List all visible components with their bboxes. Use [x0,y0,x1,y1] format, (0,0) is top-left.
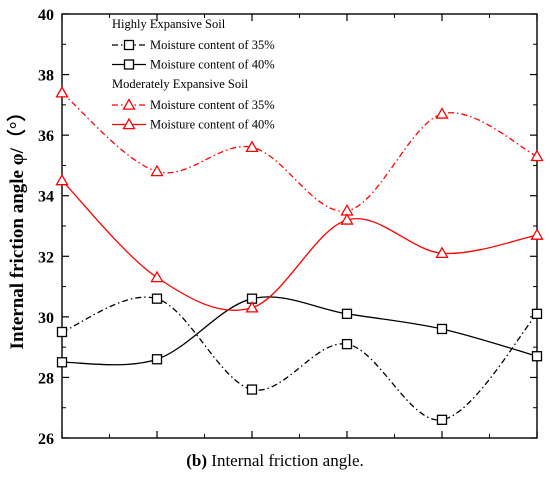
series-highly-35 [56,293,543,425]
series-moderately-35 [55,85,544,216]
legend-label: Moisture content of 40% [150,118,275,132]
y-tick-label: 40 [38,7,54,24]
legend-group-title: Moderately Expansive Soil [112,77,249,91]
legend-marker [122,98,136,110]
caption-label: (b) [186,451,208,470]
data-point [341,308,353,319]
y-tick-label: 38 [38,68,54,85]
x-tick-label: 5 [533,448,541,450]
data-point [436,323,448,335]
series-line [61,296,538,366]
legend-label: Moisture content of 40% [150,58,275,72]
legend-label: Moisture content of 35% [150,98,275,112]
data-point [435,107,449,119]
data-point [245,300,259,313]
series-line [61,180,538,312]
series-highly-40 [56,293,543,368]
y-tick-label: 26 [38,431,54,448]
x-tick-label: 4 [438,448,446,450]
series-line [61,296,538,421]
data-point [531,351,543,362]
data-point [436,414,448,425]
y-tick-label: 36 [38,128,54,145]
figure-caption: (b) Internal friction angle. [0,451,550,471]
data-point [530,228,544,240]
data-point [340,213,354,225]
data-point [56,326,68,338]
x-tick-label: 2 [248,448,256,450]
series-moderately-40 [55,173,544,313]
data-point [151,354,163,365]
data-point [150,164,164,177]
data-point [150,270,164,283]
x-tick-label: 0 [58,448,66,450]
data-point [56,357,68,368]
data-point [55,173,69,186]
y-tick-label: 30 [38,310,54,327]
data-point [245,140,259,153]
data-point [435,246,449,259]
y-tick-label: 34 [38,189,54,206]
y-tick-label: 32 [38,249,54,266]
internal-friction-angle-chart: 0123452628303234363840Number of dry-wet … [5,7,544,450]
legend: Highly Expansive Soil Moisture content of… [112,17,275,132]
legend-marker [122,117,136,130]
data-point [531,308,543,319]
x-tick-label: 1 [153,448,161,450]
data-point [151,293,163,304]
y-axis-title: Internal friction angle φ/（°） [5,103,28,350]
data-point [341,338,353,350]
caption-text: Internal friction angle. [211,451,364,470]
data-point [246,384,258,395]
legend-label: Moisture content of 35% [150,38,275,52]
data-point [55,85,69,98]
legend-marker [123,39,135,51]
legend-marker [123,59,135,70]
x-tick-label: 3 [343,448,351,450]
legend-group-title: Highly Expansive Soil [112,17,226,31]
data-point [530,149,544,162]
series-line [61,92,538,212]
y-tick-label: 28 [38,370,54,387]
